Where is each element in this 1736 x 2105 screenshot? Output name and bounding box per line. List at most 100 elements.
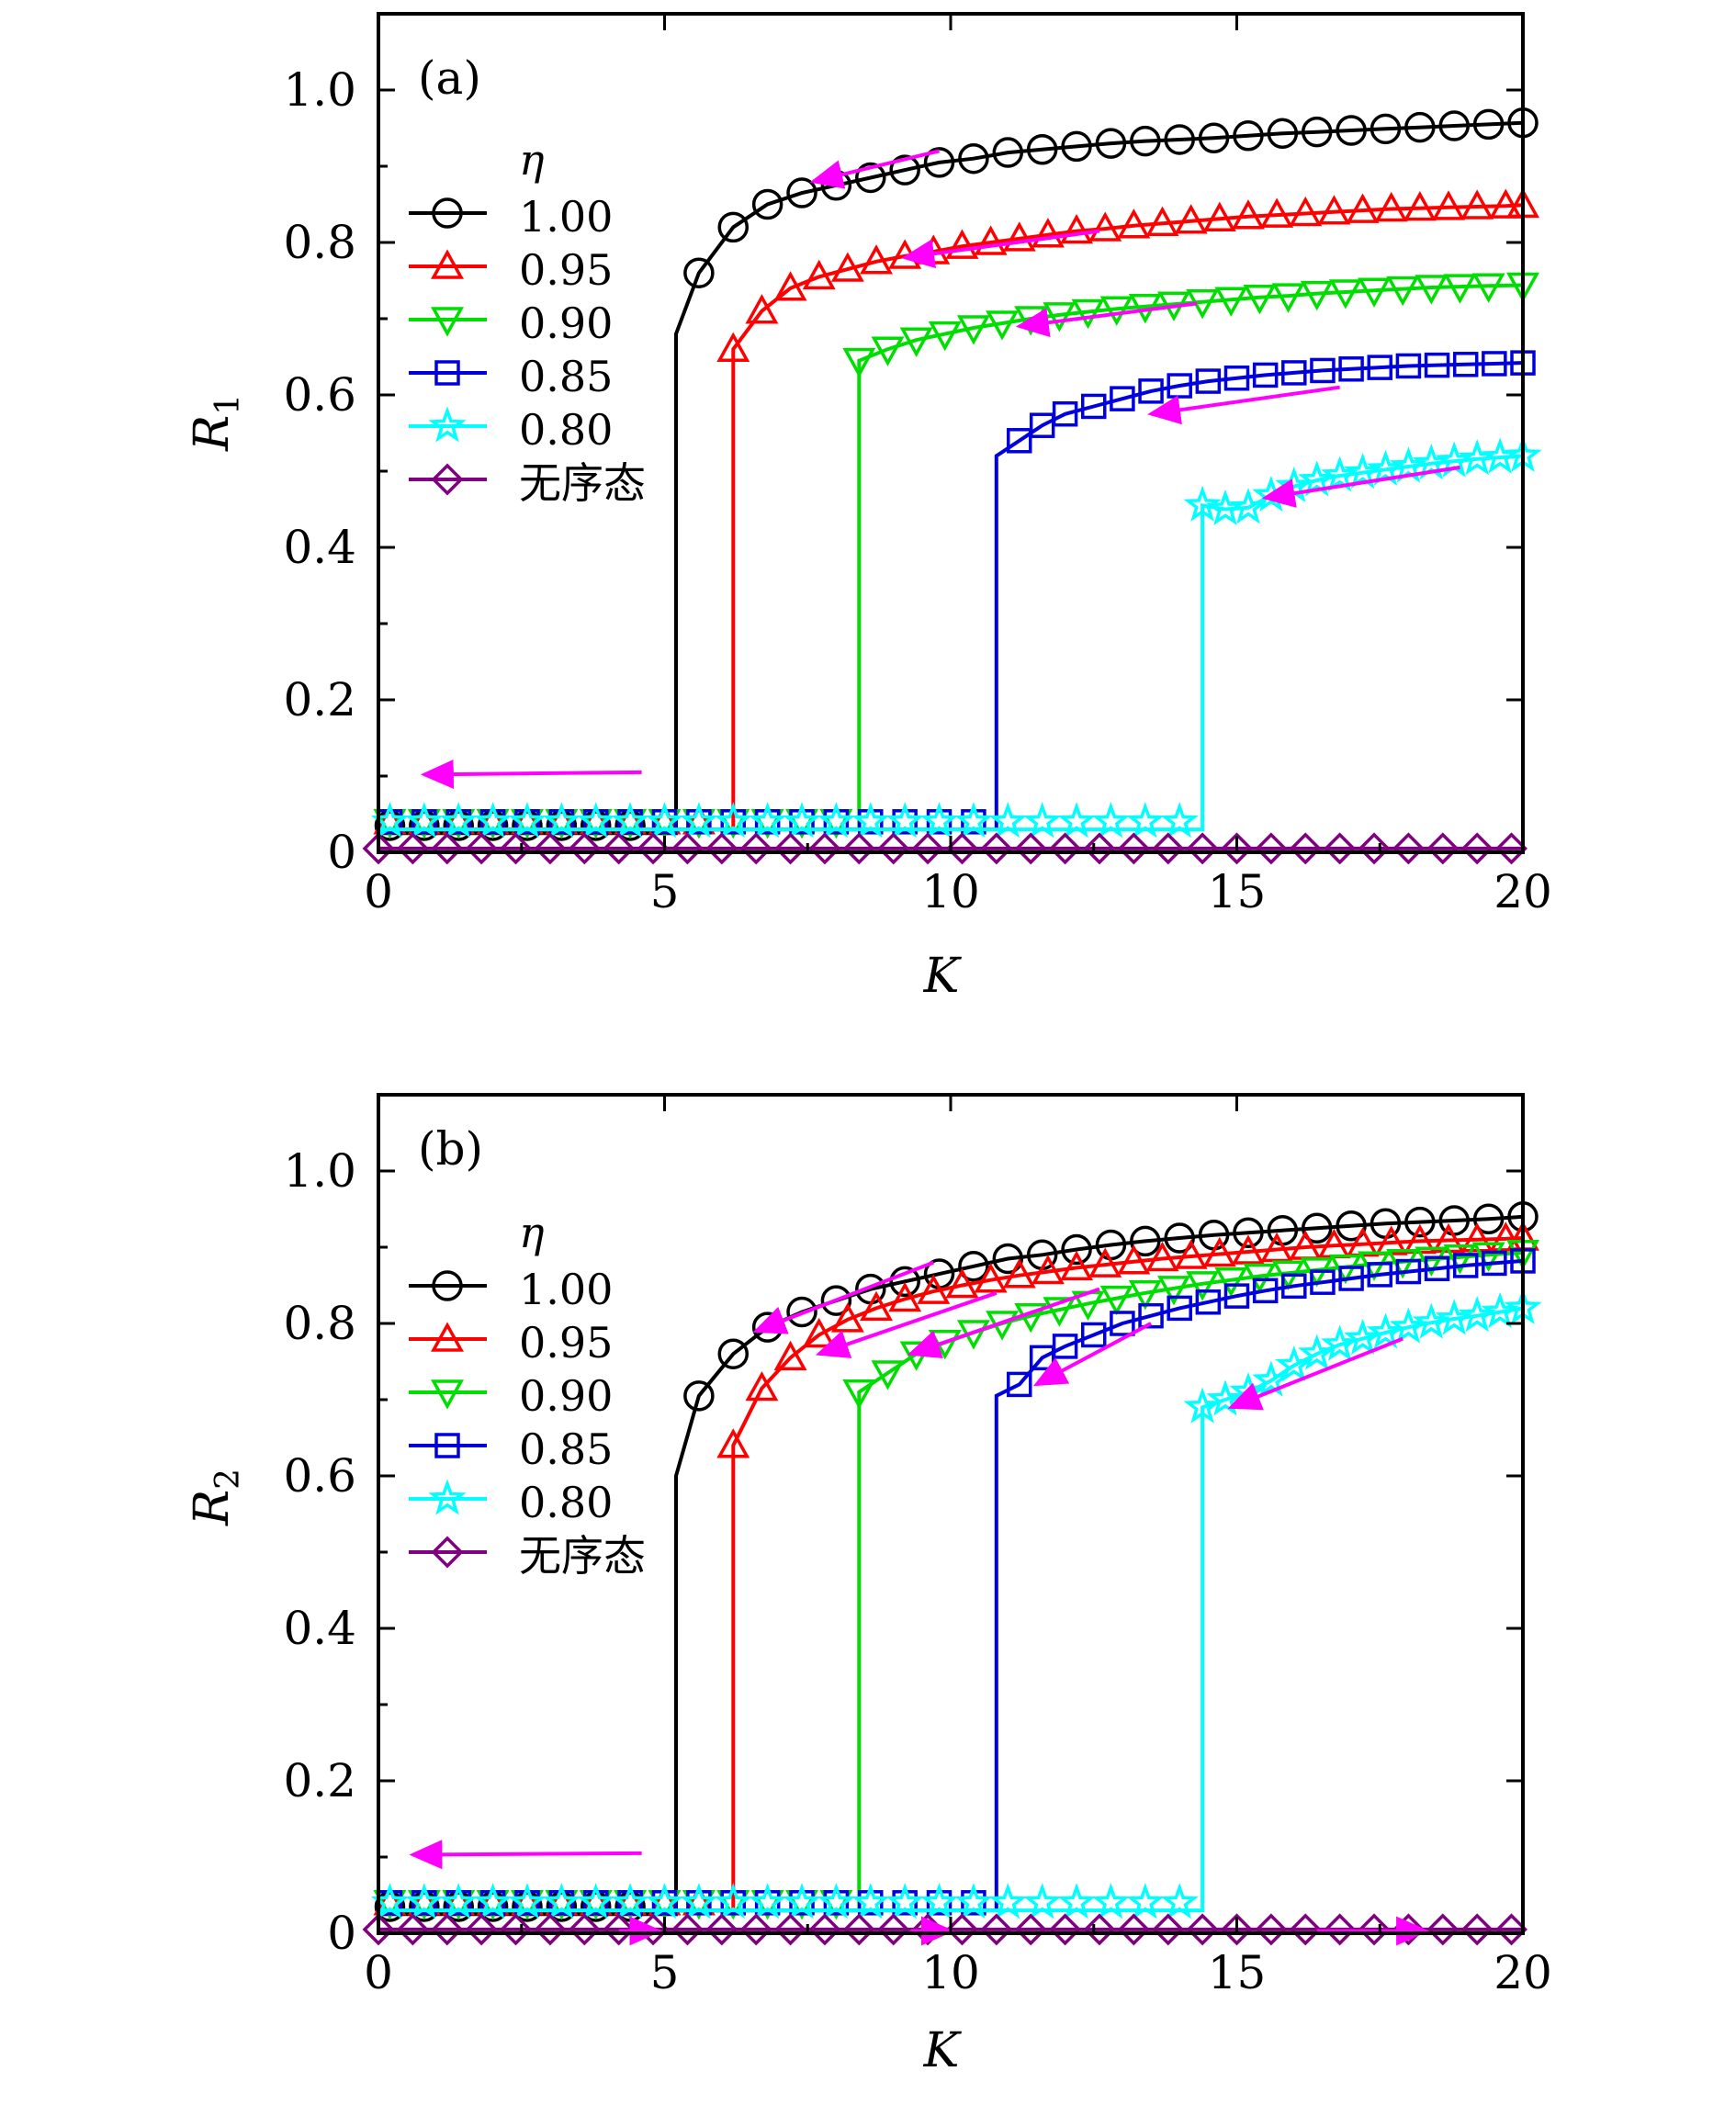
panel-b-legend-label-5: 无序态 [519,1531,646,1581]
panel-a-ylabel: R1 [185,394,247,452]
panel-0-series-5-marker [396,832,429,865]
panel-0-series-1-marker [1346,193,1380,223]
panel-1-legend-marker-0 [432,1270,463,1301]
panel-1-series-3-marker [1252,1278,1279,1304]
panel-0-series-3-marker [1395,353,1422,379]
panel-0-series-1-marker [860,244,893,275]
panel-1-ytick-label-0: 0 [327,1907,356,1960]
panel-1-series-4-marker [1160,1883,1199,1919]
panel-0-series-0-line [378,120,1524,836]
panel-0-arrow-0 [809,149,941,189]
panel-1-series-0-marker [1233,1217,1264,1248]
panel-b-legend-label-3: 0.85 [519,1424,613,1474]
panel-1-series-3-marker [1281,1273,1307,1300]
panel-0-series-2-marker [956,315,990,345]
panel-1-legend-marker-4 [428,1479,467,1515]
panel-0-series-3-marker [1310,357,1336,384]
panel-1-series-2-marker [1043,1297,1077,1327]
panel-1-series-1-marker [1002,1258,1036,1289]
panel-1-series-5-marker [1049,1913,1082,1946]
panel-1-series-1-marker [1088,1247,1122,1278]
panel-0-series-0-marker [1472,108,1505,141]
panel-1-series-5-marker [1083,1913,1116,1946]
panel-1-series-5-marker [534,1913,567,1946]
panel-0-series-4-marker [1091,802,1130,839]
panel-0-series-2-marker [1271,283,1305,313]
panel-1-series-1-marker [1060,1250,1094,1281]
panel-1-series-0-marker [889,1266,920,1298]
panel-0-series-5-marker [842,832,875,865]
panel-0-legend-marker-5 [431,463,464,496]
panel-a-legend-title: η [519,135,545,185]
panel-0-series-3-marker [1281,360,1307,386]
panel-0-series-5-marker [1495,832,1528,865]
panel-0-series-4 [370,435,1542,839]
panel-1-series-5-marker [1495,1913,1528,1946]
panel-0-series-0-marker [1267,118,1299,150]
panel-1-series-3-marker [1482,1250,1507,1277]
panel-0-legend-marker-4 [428,406,467,443]
panel-1-series-1-marker [974,1263,1008,1293]
panel-1-series-5-marker [877,1913,910,1946]
panel-1-series-3-marker [1310,1269,1336,1295]
panel-1-series-4-marker [1275,1345,1313,1382]
panel-0-series-2-marker [1386,276,1420,307]
panel-0-series-0-marker [1301,116,1333,148]
panel-1-ytick-label-1: 0.2 [283,1754,356,1807]
panel-0-series-1-marker [1060,213,1094,244]
panel-0-series-2-marker [1358,277,1391,308]
panel-0-series-4-marker [817,802,856,839]
panel-1-xtick-label-3: 15 [1208,1946,1267,1999]
panel-0-series-4-marker [645,802,684,839]
panel-b-ylabel: R2 [185,1469,247,1526]
panel-0-series-1-marker [1231,199,1265,230]
panel-1-legend-marker-3 [434,1433,460,1458]
panel-1-arrow-0 [752,1260,935,1334]
panel-0-series-4-marker [714,802,752,839]
panel-0-series-3-marker [1007,428,1032,454]
panel-0-series-1-marker [1260,197,1294,228]
panel-1-series-1-marker [716,1428,750,1458]
panel-1-series-1-marker [745,1370,779,1401]
panel-1-series-4 [370,1288,1542,1919]
panel-1-series-4-marker [1023,1883,1062,1919]
panel-1-series-1-marker [1202,1236,1236,1267]
panel-0-series-0-marker [1164,124,1195,155]
panel-1-series-4-marker [577,1883,615,1919]
panel-0-series-4-marker [1229,488,1268,524]
panel-0-series-2-marker [1043,302,1077,332]
panel-1-series-5-marker [568,1913,601,1946]
panel-1-legend-marker-2 [431,1379,464,1410]
panel-1-series-4-marker [1320,1324,1359,1361]
panel-1-series-5-marker [1117,1913,1150,1946]
panel-1-series-0-line [378,1214,1524,1917]
panel-1-series-5-marker [1460,1913,1494,1946]
panel-0-series-4-marker [508,802,547,839]
panel-1-series-0-marker [1061,1233,1092,1266]
panel-1-series-1-marker [1489,1221,1523,1252]
panel-0-series-4-marker [1057,802,1096,839]
panel-0-series-2-marker [1443,274,1477,304]
panel-1-series-4-marker [851,1883,890,1919]
panel-0-arrow-5 [420,760,642,790]
panel-0-series-4-marker [577,802,615,839]
panel-0-series-0-marker [958,142,989,174]
panel-1-series-3-line [378,1258,1524,1913]
panel-b-label: (b) [418,1122,483,1176]
panel-1-series-0-marker [1336,1210,1367,1242]
panel-0-series-5-marker [603,832,636,865]
panel-1-series-3-marker [1367,1262,1392,1288]
panel-1-series-4-marker [919,1883,959,1919]
panel-1-series-1-marker [1174,1239,1208,1269]
panel-0-series-5-marker [1460,832,1494,865]
panel-0-series-4-marker [405,802,444,839]
panel-1-series-1-marker [1231,1234,1265,1265]
panel-1-series-1-marker [1031,1254,1065,1285]
panel-1-series-5-marker [1324,1913,1357,1946]
panel-1-series-3-marker [1052,1334,1078,1359]
panel-1-series-5-marker [1014,1913,1047,1946]
panel-0-series-4-marker [1183,485,1222,522]
panel-0-arrow-1 [901,229,1100,269]
panel-0-series-1-marker [1088,211,1122,242]
panel-1-series-3-marker [1395,1258,1422,1285]
